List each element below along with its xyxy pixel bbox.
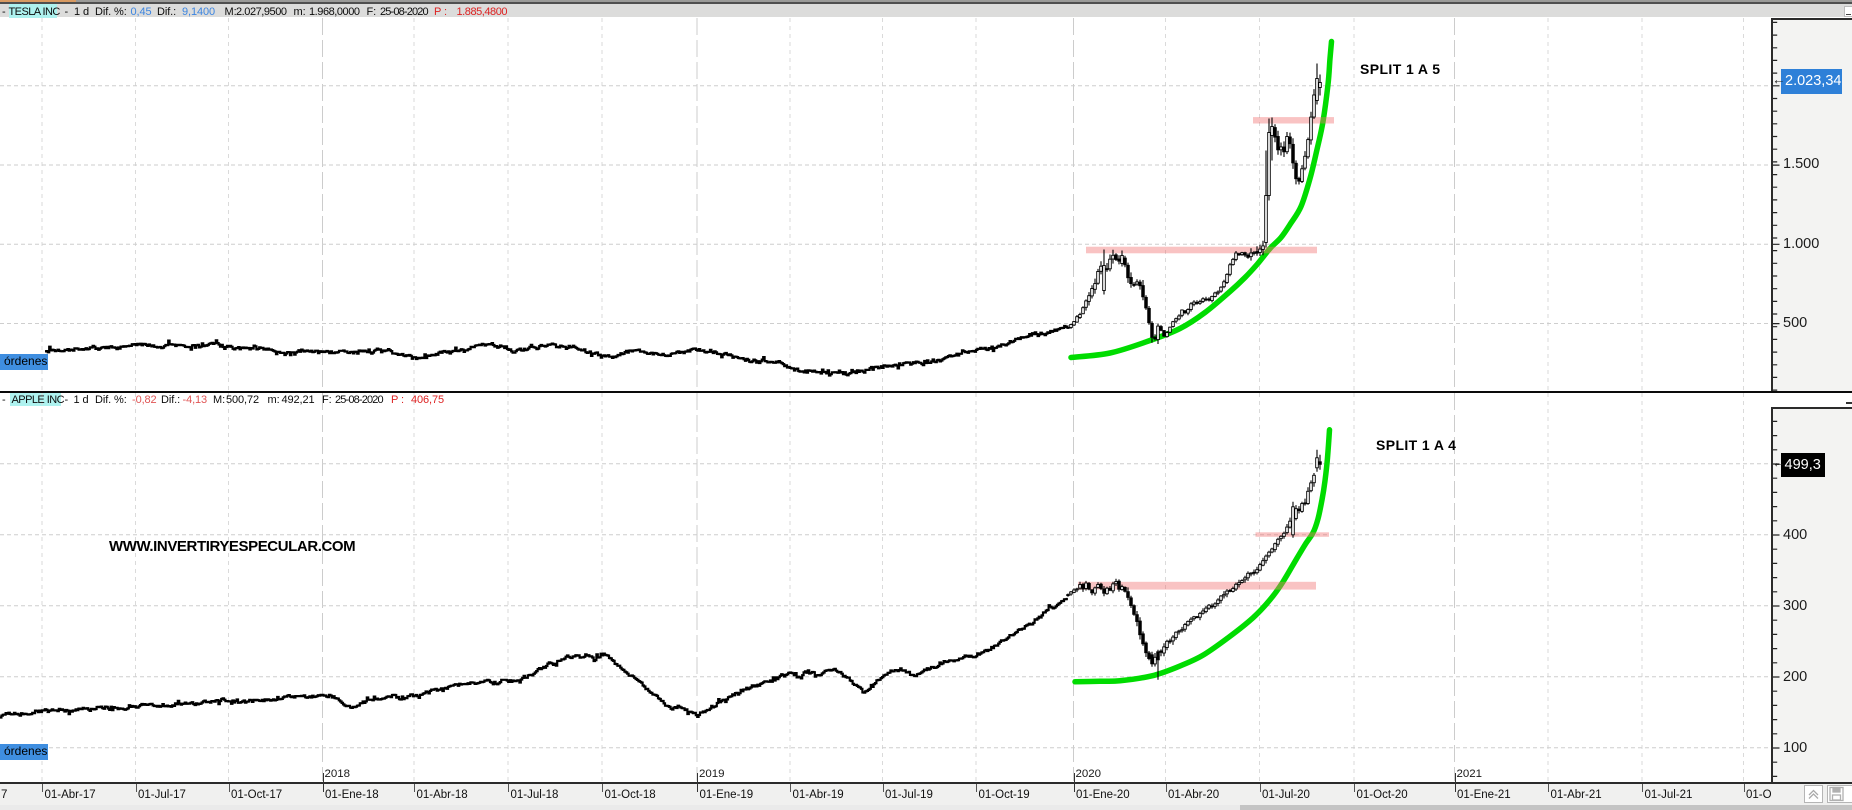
svg-text:SPLIT 1 A 4: SPLIT 1 A 4 bbox=[1376, 437, 1456, 453]
svg-text:2021: 2021 bbox=[1456, 768, 1482, 780]
svg-text:2020: 2020 bbox=[1075, 768, 1101, 780]
svg-text:SPLIT 1 A 5: SPLIT 1 A 5 bbox=[1360, 61, 1440, 77]
svg-text:2018: 2018 bbox=[325, 768, 351, 780]
svg-text:WWW.INVERTIRYESPECULAR.COM: WWW.INVERTIRYESPECULAR.COM bbox=[109, 538, 355, 555]
svg-text:2019: 2019 bbox=[699, 768, 725, 780]
